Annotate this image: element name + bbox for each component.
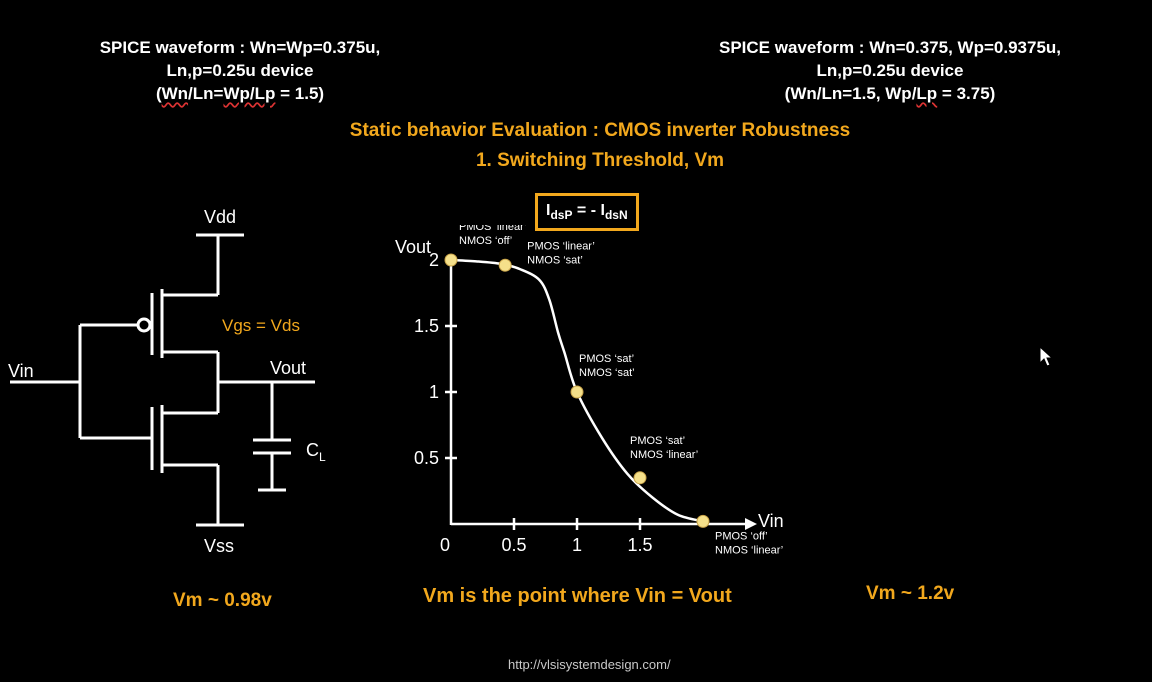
x-tick-label: 0 — [440, 535, 450, 555]
x-tick-label: 1 — [572, 535, 582, 555]
region-label: NMOS ‘sat’ — [527, 254, 583, 266]
title-line2: 1. Switching Threshold, Vm — [475, 150, 725, 171]
region-label: PMOS ‘sat’ — [579, 353, 634, 365]
y-tick-label: 2 — [429, 250, 439, 270]
y-axis-label: Vout — [395, 237, 431, 257]
vm-definition: Vm is the point where Vin = Vout — [423, 585, 732, 607]
slide-title: Static behavior Evaluation : CMOS invert… — [300, 116, 900, 176]
right-header-line2: Ln,p=0.25u device — [816, 61, 964, 80]
operating-point-marker — [498, 258, 512, 272]
region-label: NMOS ‘linear’ — [630, 449, 698, 461]
operating-point-marker — [696, 514, 710, 528]
region-label: PMOS ‘off’ — [715, 530, 768, 542]
left-header-line3: (Wn/Ln=Wp/Lp = 1.5) — [155, 84, 325, 103]
x-tick-label: 1.5 — [627, 535, 652, 555]
source-url[interactable]: http://vlsisystemdesign.com/ — [508, 657, 671, 672]
operating-point-marker — [570, 385, 584, 399]
vout-label: Vout — [270, 358, 306, 378]
vm-right-value: Vm ~ 1.2v — [866, 583, 955, 604]
y-tick-label: 0.5 — [414, 448, 439, 468]
region-label: PMOS ‘sat’ — [630, 435, 685, 447]
x-axis-label: Vin — [758, 511, 784, 531]
left-header-line2: Ln,p=0.25u device — [166, 61, 314, 80]
title-line1: Static behavior Evaluation : CMOS invert… — [349, 120, 851, 141]
region-label: NMOS ‘linear’ — [715, 544, 783, 556]
operating-point-marker — [633, 471, 647, 485]
cmos-inverter-schematic: Vdd Vss Vin Vout CL Vgs = Vds — [8, 207, 326, 556]
vss-label: Vss — [204, 536, 234, 556]
left-header: SPICE waveform : Wn=Wp=0.375u, Ln,p=0.25… — [80, 36, 400, 105]
right-header-line3: (Wn/Ln=1.5, Wp/Lp = 3.75) — [784, 84, 996, 103]
vdd-label: Vdd — [204, 207, 236, 227]
region-label: PMOS ‘linear’ — [459, 225, 527, 233]
x-tick-label: 0.5 — [501, 535, 526, 555]
region-label: NMOS ‘off’ — [459, 235, 512, 247]
voltage-transfer-chart: 2 1.5 1 0.5 0 0.5 1 1.5 PMOS ‘linear’ NMOS ‘off… — [395, 225, 784, 556]
cap-label: CL — [306, 440, 326, 464]
operating-point-marker — [444, 253, 458, 267]
y-tick-label: 1.5 — [414, 316, 439, 336]
right-header-line1: SPICE waveform : Wn=0.375, Wp=0.9375u, — [718, 38, 1062, 57]
region-label: NMOS ‘sat’ — [579, 367, 635, 379]
y-tick-label: 1 — [429, 382, 439, 402]
vin-label: Vin — [8, 361, 34, 381]
mouse-pointer-icon — [1039, 346, 1054, 367]
right-header: SPICE waveform : Wn=0.375, Wp=0.9375u, L… — [700, 36, 1080, 105]
region-label: PMOS ‘linear’ — [527, 240, 595, 252]
vgs-vds-note: Vgs = Vds — [222, 316, 300, 335]
left-header-line1: SPICE waveform : Wn=Wp=0.375u, — [99, 38, 381, 57]
current-equation-box: IdsP = - IdsN — [535, 193, 639, 232]
vm-left-value: Vm ~ 0.98v — [173, 590, 272, 611]
